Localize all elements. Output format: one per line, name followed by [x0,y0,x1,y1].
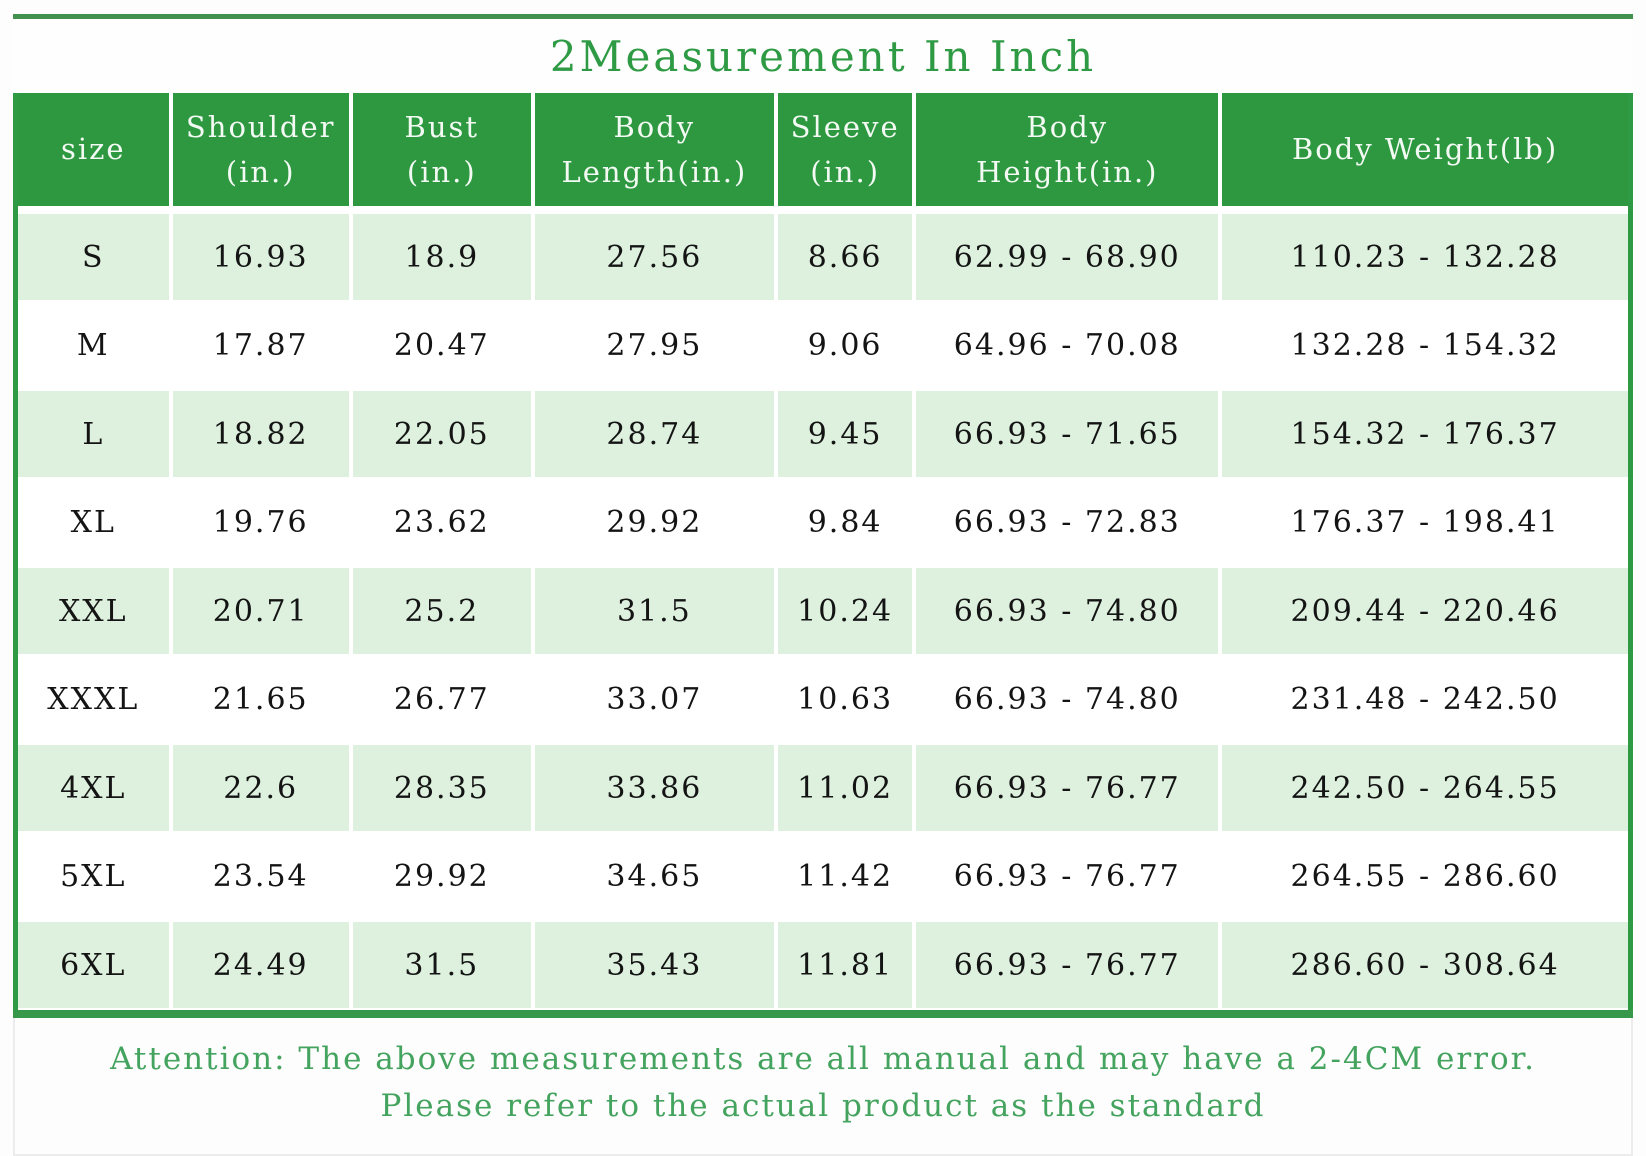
table-header-row: size Shoulder (in.) Bust (in.) Body Length(… [18,93,1628,206]
table-bottom-rule [13,1010,1633,1018]
size-cell: XL [18,479,173,565]
value-cell: 34.65 [534,833,778,919]
table-row-4XL: 4XL 22.6 28.35 33.86 11.02 66.93 - 76.77 242.5… [18,742,1628,833]
value-cell: 27.95 [534,302,778,388]
table-row-M: M 17.87 20.47 27.95 9.06 64.96 - 70.08 132.28 … [18,302,1628,388]
attention-line-2: Please refer to the actual product as th… [380,1088,1266,1124]
table-row-S: S 16.93 18.9 27.56 8.66 62.99 - 68.90 110.23 -… [18,211,1628,302]
value-cell: 11.81 [777,922,917,1008]
value-cell: 209.44 - 220.46 [1222,568,1628,654]
value-cell: 10.63 [777,656,917,742]
title-row: 2Measurement In Inch [13,19,1633,93]
value-cell: 18.82 [172,391,353,477]
size-chart-page: 2Measurement In Inch size Shoulder (in.) B… [0,14,1646,1156]
value-cell: 66.93 - 72.83 [916,479,1223,565]
value-cell: 31.5 [534,568,778,654]
value-cell: 9.45 [777,391,917,477]
value-cell: 231.48 - 242.50 [1222,656,1628,742]
header-cell-6: Body Weight(lb) [1222,93,1628,206]
value-cell: 31.5 [352,922,535,1008]
value-cell: 11.42 [777,833,917,919]
value-cell: 8.66 [777,214,917,300]
value-cell: 25.2 [352,568,535,654]
value-cell: 11.02 [777,745,917,831]
value-cell: 110.23 - 132.28 [1222,214,1628,300]
value-cell: 28.74 [534,391,778,477]
header-cell-1: Shoulder (in.) [172,93,353,206]
size-table: size Shoulder (in.) Bust (in.) Body Length(… [13,93,1633,1010]
value-cell: 26.77 [352,656,535,742]
attention-line-1: Attention: The above measurements are al… [110,1041,1536,1077]
size-cell: 5XL [18,833,173,919]
value-cell: 9.06 [777,302,917,388]
table-body: S 16.93 18.9 27.56 8.66 62.99 - 68.90 110.23 -… [18,211,1628,1010]
value-cell: 264.55 - 286.60 [1222,833,1628,919]
size-cell: 6XL [18,922,173,1008]
value-cell: 16.93 [172,214,353,300]
table-row-XXXL: XXXL 21.65 26.77 33.07 10.63 66.93 - 74.80 231… [18,656,1628,742]
value-cell: 19.76 [172,479,353,565]
value-cell: 29.92 [534,479,778,565]
value-cell: 21.65 [172,656,353,742]
value-cell: 22.05 [352,391,535,477]
value-cell: 66.93 - 74.80 [916,568,1223,654]
top-rule [13,14,1633,19]
size-cell: 4XL [18,745,173,831]
header-cell-5: Body Height(in.) [916,93,1223,206]
value-cell: 62.99 - 68.90 [916,214,1223,300]
value-cell: 66.93 - 76.77 [916,833,1223,919]
size-cell: L [18,391,173,477]
value-cell: 28.35 [352,745,535,831]
page-title: 2Measurement In Inch [549,31,1097,81]
value-cell: 33.86 [534,745,778,831]
table-row-L: L 18.82 22.05 28.74 9.45 66.93 - 71.65 154.32 … [18,388,1628,479]
value-cell: 286.60 - 308.64 [1222,922,1628,1008]
value-cell: 27.56 [534,214,778,300]
value-cell: 10.24 [777,568,917,654]
value-cell: 20.71 [172,568,353,654]
value-cell: 66.93 - 76.77 [916,922,1223,1008]
header-cell-0: size [18,93,173,206]
attention-note: Attention: The above measurements are al… [13,1018,1633,1156]
value-cell: 22.6 [172,745,353,831]
table-row-XXL: XXL 20.71 25.2 31.5 10.24 66.93 - 74.80 209.44… [18,565,1628,656]
table-row-XL: XL 19.76 23.62 29.92 9.84 66.93 - 72.83 176.37… [18,479,1628,565]
value-cell: 132.28 - 154.32 [1222,302,1628,388]
value-cell: 66.93 - 71.65 [916,391,1223,477]
header-cell-2: Bust (in.) [352,93,535,206]
size-cell: S [18,214,173,300]
value-cell: 29.92 [352,833,535,919]
value-cell: 23.54 [172,833,353,919]
value-cell: 176.37 - 198.41 [1222,479,1628,565]
header-cell-4: Sleeve (in.) [777,93,917,206]
value-cell: 242.50 - 264.55 [1222,745,1628,831]
size-cell: M [18,302,173,388]
value-cell: 18.9 [352,214,535,300]
table-row-6XL: 6XL 24.49 31.5 35.43 11.81 66.93 - 76.77 286.6… [18,919,1628,1010]
value-cell: 9.84 [777,479,917,565]
header-cell-3: Body Length(in.) [534,93,778,206]
size-cell: XXXL [18,656,173,742]
value-cell: 24.49 [172,922,353,1008]
value-cell: 64.96 - 70.08 [916,302,1223,388]
value-cell: 33.07 [534,656,778,742]
value-cell: 66.93 - 76.77 [916,745,1223,831]
value-cell: 35.43 [534,922,778,1008]
value-cell: 66.93 - 74.80 [916,656,1223,742]
size-cell: XXL [18,568,173,654]
value-cell: 23.62 [352,479,535,565]
value-cell: 154.32 - 176.37 [1222,391,1628,477]
value-cell: 20.47 [352,302,535,388]
table-row-5XL: 5XL 23.54 29.92 34.65 11.42 66.93 - 76.77 264.… [18,833,1628,919]
value-cell: 17.87 [172,302,353,388]
